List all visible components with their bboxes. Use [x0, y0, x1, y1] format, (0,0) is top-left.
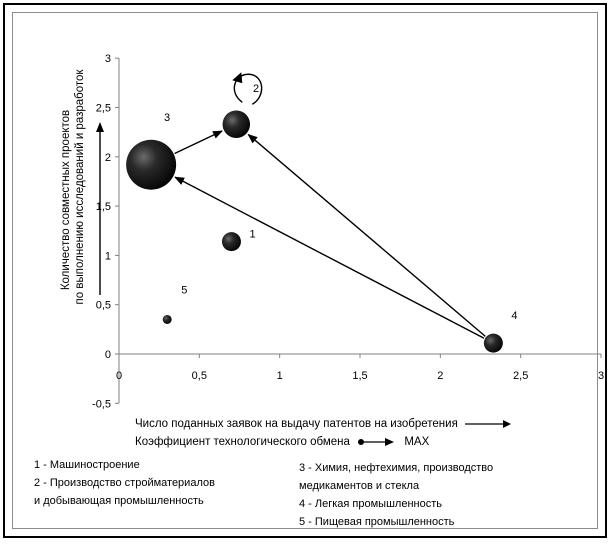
bubble-5 — [162, 314, 172, 324]
x-tick-label: 0,5 — [192, 370, 207, 382]
self-loop-arrowhead — [232, 72, 243, 84]
y-tick-label: 0,5 — [96, 300, 111, 312]
y-axis-title-line2: по выполнению исследований и разработок — [74, 69, 86, 305]
x-tick-label: 3 — [598, 370, 604, 382]
bubble-1 — [221, 232, 241, 252]
y-tick-label: 2,5 — [96, 103, 111, 115]
x-tick-label: 0 — [116, 370, 122, 382]
y-axis-arrow-head — [96, 122, 104, 132]
y-tick-label: 1 — [105, 250, 111, 262]
y-tick-label: 0 — [105, 349, 111, 361]
chart-area-border — [12, 12, 598, 529]
bubble-label-3: 3 — [164, 112, 170, 124]
bubble-2 — [222, 110, 251, 139]
y-tick-label: 1,5 — [96, 201, 111, 213]
bubble-label-4: 4 — [511, 310, 517, 322]
x-tick-label: 1 — [277, 370, 283, 382]
bubble-label-1: 1 — [249, 229, 255, 241]
self-loop-2 — [233, 73, 263, 105]
x-tick-label: 2,5 — [513, 370, 528, 382]
bubble-label-2: 2 — [253, 83, 259, 95]
arrow-3-to-2 — [174, 130, 223, 155]
arrow-4-to-2 — [247, 133, 486, 337]
x-tick-label: 2 — [437, 370, 443, 382]
y-axis-title-line1: Количество совместных проектов — [60, 110, 72, 290]
bubble-label-5: 5 — [181, 284, 187, 296]
chart-frame — [3, 3, 607, 538]
y-tick-label: -0,5 — [92, 398, 111, 410]
arrow-4-to-3 — [174, 176, 485, 339]
bubble-3 — [126, 139, 177, 190]
bubble-4 — [483, 333, 503, 353]
x-tick-label: 1,5 — [352, 370, 367, 382]
y-tick-label: 3 — [105, 53, 111, 65]
y-tick-label: 2 — [105, 152, 111, 164]
